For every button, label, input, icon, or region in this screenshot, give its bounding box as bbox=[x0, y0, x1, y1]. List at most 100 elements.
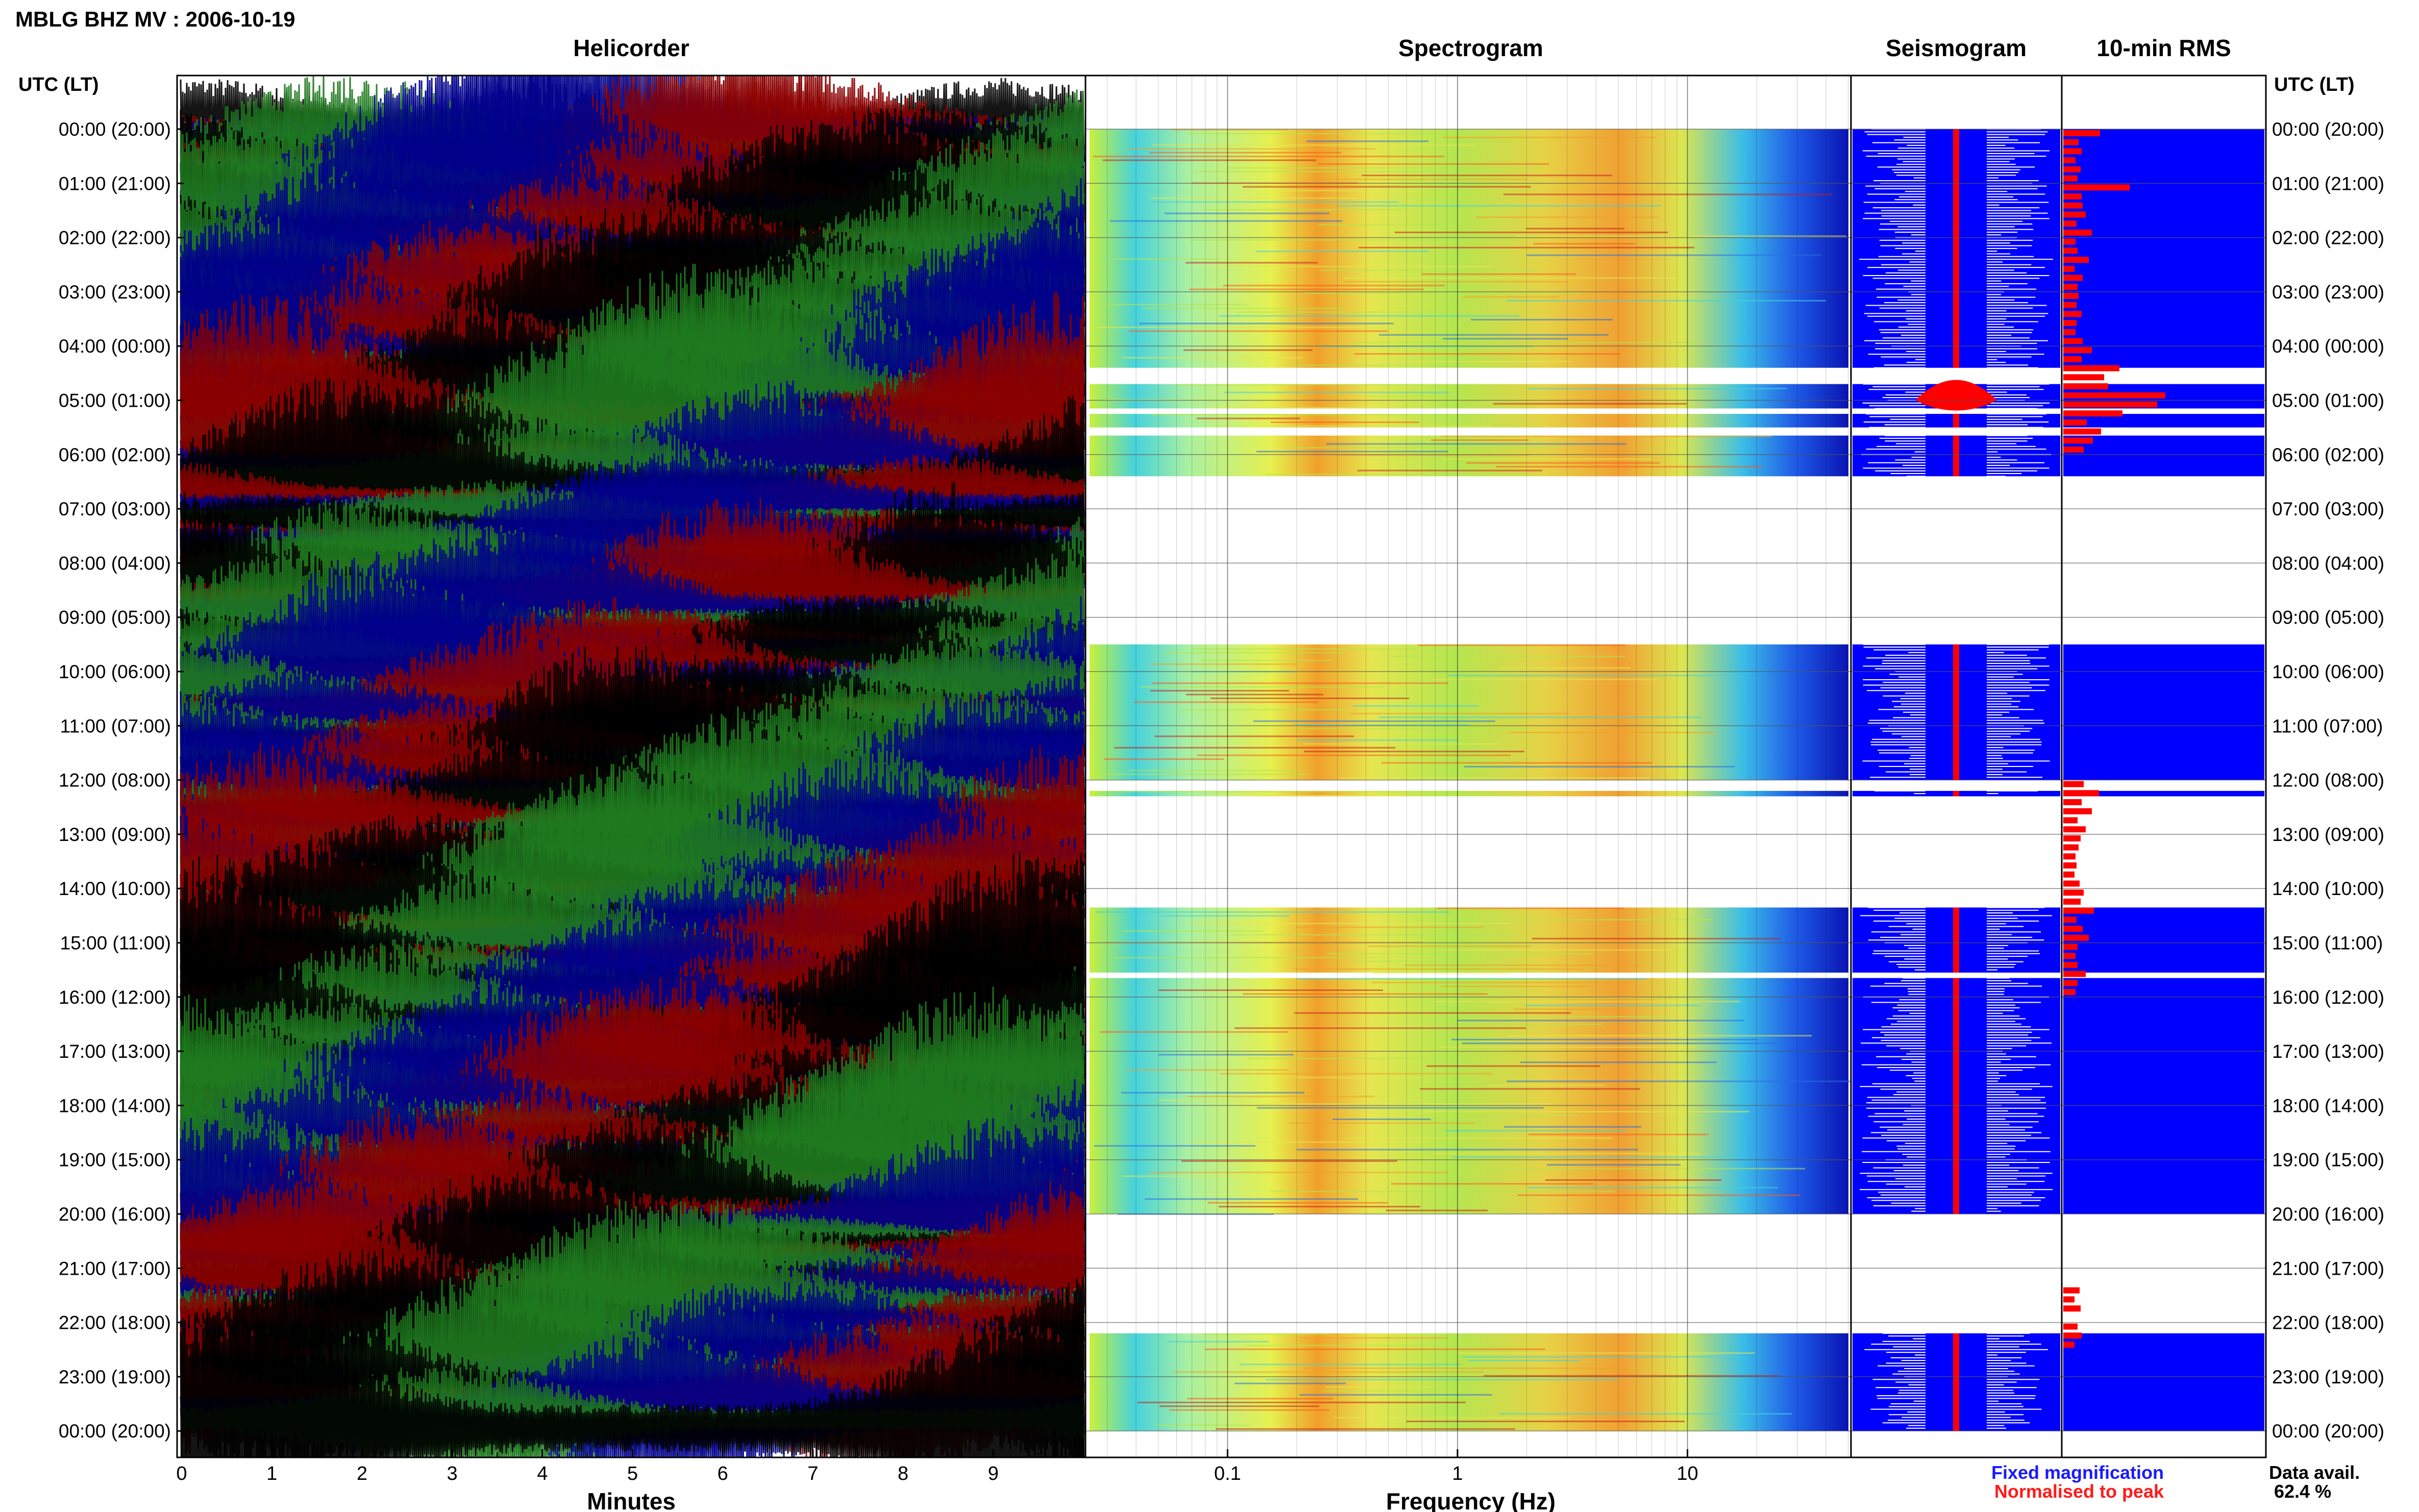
spectrogram-streak bbox=[1296, 926, 1484, 928]
spectrogram-streak bbox=[1420, 1088, 1640, 1090]
rms-bar bbox=[2063, 1287, 2080, 1294]
spectrogram-streak bbox=[1507, 1080, 1851, 1082]
spectrogram-streak bbox=[1297, 978, 1647, 980]
seismogram-normalised-trace bbox=[1953, 978, 1959, 1214]
spectrogram-streak bbox=[1371, 982, 1632, 983]
spectrogram-streak bbox=[1338, 205, 1661, 207]
hour-label-right: 15:00 (11:00) bbox=[2272, 933, 2383, 954]
hour-label-right: 00:00 (20:00) bbox=[2272, 119, 2384, 140]
rms-bar bbox=[2063, 374, 2104, 381]
spectrogram-streak bbox=[1443, 136, 1656, 138]
spectrogram-streak bbox=[1297, 1149, 1638, 1151]
rms-bar bbox=[2063, 437, 2093, 444]
hour-label-left: 17:00 (13:00) bbox=[59, 1041, 171, 1062]
spectrogram-streak bbox=[1152, 201, 1399, 203]
spectrogram-streak bbox=[1453, 1156, 1734, 1158]
spectrogram-streak bbox=[1493, 403, 1687, 405]
spectrogram-streak bbox=[1102, 304, 1248, 306]
spectrogram-streak bbox=[1237, 795, 1404, 797]
spectrogram-streak bbox=[1156, 1424, 1250, 1426]
spectrogram-streak bbox=[1152, 682, 1448, 684]
helicorder-x-tick-label: 8 bbox=[898, 1463, 908, 1484]
spectrogram-streak bbox=[1231, 934, 1517, 936]
spectrogram-streak bbox=[1220, 1073, 1493, 1075]
rms-bar bbox=[2063, 1296, 2075, 1303]
spectrogram-streak bbox=[1224, 391, 1449, 393]
hour-label-right: 23:00 (19:00) bbox=[2272, 1367, 2384, 1387]
spectrogram-streak bbox=[1138, 1401, 1466, 1403]
spectrogram-streak bbox=[1167, 1341, 1269, 1343]
spectrogram-streak bbox=[1153, 144, 1476, 146]
helicorder-x-tick-label: 5 bbox=[627, 1463, 638, 1484]
spectrogram-streak bbox=[1212, 407, 1375, 409]
spectrogram-streak bbox=[1158, 1099, 1250, 1101]
spectrogram-streak bbox=[1096, 911, 1449, 913]
rms-bar bbox=[2063, 166, 2081, 172]
hour-label-left: 14:00 (10:00) bbox=[59, 878, 171, 899]
spectrogram-streak bbox=[1180, 709, 1347, 711]
spectrogram-streak bbox=[1433, 1152, 1700, 1154]
rms-bar bbox=[2063, 356, 2082, 362]
spectrogram-streak bbox=[1145, 1198, 1358, 1200]
rms-bar bbox=[2063, 853, 2076, 860]
spectrogram-streak bbox=[1097, 326, 1370, 328]
spectrogram-streak bbox=[1235, 1382, 1346, 1384]
spectrogram-streak bbox=[1464, 766, 1735, 767]
spectrogram-streak bbox=[1499, 1413, 1792, 1415]
spectrogram-streak bbox=[1158, 989, 1383, 991]
spectrogram-streak bbox=[1115, 790, 1462, 792]
spectrogram-streak bbox=[1173, 1371, 1484, 1373]
rms-bar bbox=[2063, 329, 2076, 335]
spectrogram-streak bbox=[1481, 919, 1713, 921]
spectrogram-streak bbox=[1256, 451, 1448, 453]
hour-label-left: 00:00 (20:00) bbox=[59, 1421, 171, 1442]
hour-label-right: 00:00 (20:00) bbox=[2272, 1421, 2384, 1442]
spectrogram-streak bbox=[1290, 1122, 1475, 1124]
spectrogram-streak bbox=[1446, 1130, 1627, 1132]
spectrogram-streak bbox=[1532, 937, 1781, 939]
legend-fixed-magnification: Fixed magnification bbox=[1991, 1462, 2164, 1483]
spectrogram-streak bbox=[1201, 659, 1332, 661]
helicorder-x-tick-label: 7 bbox=[807, 1463, 818, 1484]
hour-label-right: 19:00 (15:00) bbox=[2272, 1150, 2384, 1171]
rms-bar bbox=[2063, 1342, 2075, 1348]
spectrogram-streak bbox=[1256, 251, 1429, 253]
spectrogram-streak bbox=[1149, 152, 1341, 154]
hour-label-right: 11:00 (07:00) bbox=[2272, 715, 2383, 736]
spectrogram-streak bbox=[1306, 140, 1428, 142]
hour-label-right: 05:00 (01:00) bbox=[2272, 390, 2384, 411]
spectrogram-streak bbox=[1326, 953, 1593, 955]
hour-label-left: 09:00 (05:00) bbox=[59, 607, 171, 628]
rms-bar bbox=[2063, 953, 2076, 959]
spectrogram-streak bbox=[1204, 1333, 1331, 1335]
hour-label-left: 23:00 (19:00) bbox=[59, 1367, 171, 1387]
spectrogram-streak bbox=[1487, 1168, 1805, 1170]
rms-bar bbox=[2063, 799, 2082, 805]
spectrogram-streak bbox=[1114, 747, 1395, 749]
hour-label-right: 13:00 (09:00) bbox=[2272, 824, 2384, 845]
hour-label-right: 03:00 (23:00) bbox=[2272, 282, 2384, 303]
rms-fixed-fill bbox=[2063, 1333, 2264, 1431]
rms-bar bbox=[2063, 247, 2078, 254]
spectrogram-streak bbox=[1150, 690, 1289, 692]
spectrogram-streak bbox=[1462, 1043, 1795, 1045]
rms-bar bbox=[2063, 238, 2076, 245]
spectrogram-streak bbox=[1528, 1186, 1778, 1188]
spectrogram-streak bbox=[1257, 1107, 1544, 1109]
spectrogram-streak bbox=[1431, 439, 1528, 441]
spectrogram-streak bbox=[1172, 129, 1288, 131]
rms-fixed-fill bbox=[2063, 907, 2264, 973]
spectrogram-streak bbox=[1526, 228, 1624, 230]
helicorder-traces bbox=[180, 76, 1085, 1457]
spectrogram-streak bbox=[1332, 1118, 1431, 1120]
spectrogram-streak bbox=[1420, 1111, 1749, 1112]
rms-bar bbox=[2063, 410, 2122, 417]
spectrogram-streak bbox=[1207, 1202, 1388, 1204]
spectrogram-streak bbox=[1500, 667, 1630, 669]
hour-label-left: 01:00 (21:00) bbox=[59, 173, 171, 194]
spectrogram-streak bbox=[1507, 300, 1826, 302]
spectrogram-streak bbox=[1287, 447, 1561, 449]
rms-bar bbox=[2063, 898, 2081, 905]
rms-bar bbox=[2063, 1305, 2081, 1312]
spectrogram-streak bbox=[1498, 1023, 1602, 1025]
